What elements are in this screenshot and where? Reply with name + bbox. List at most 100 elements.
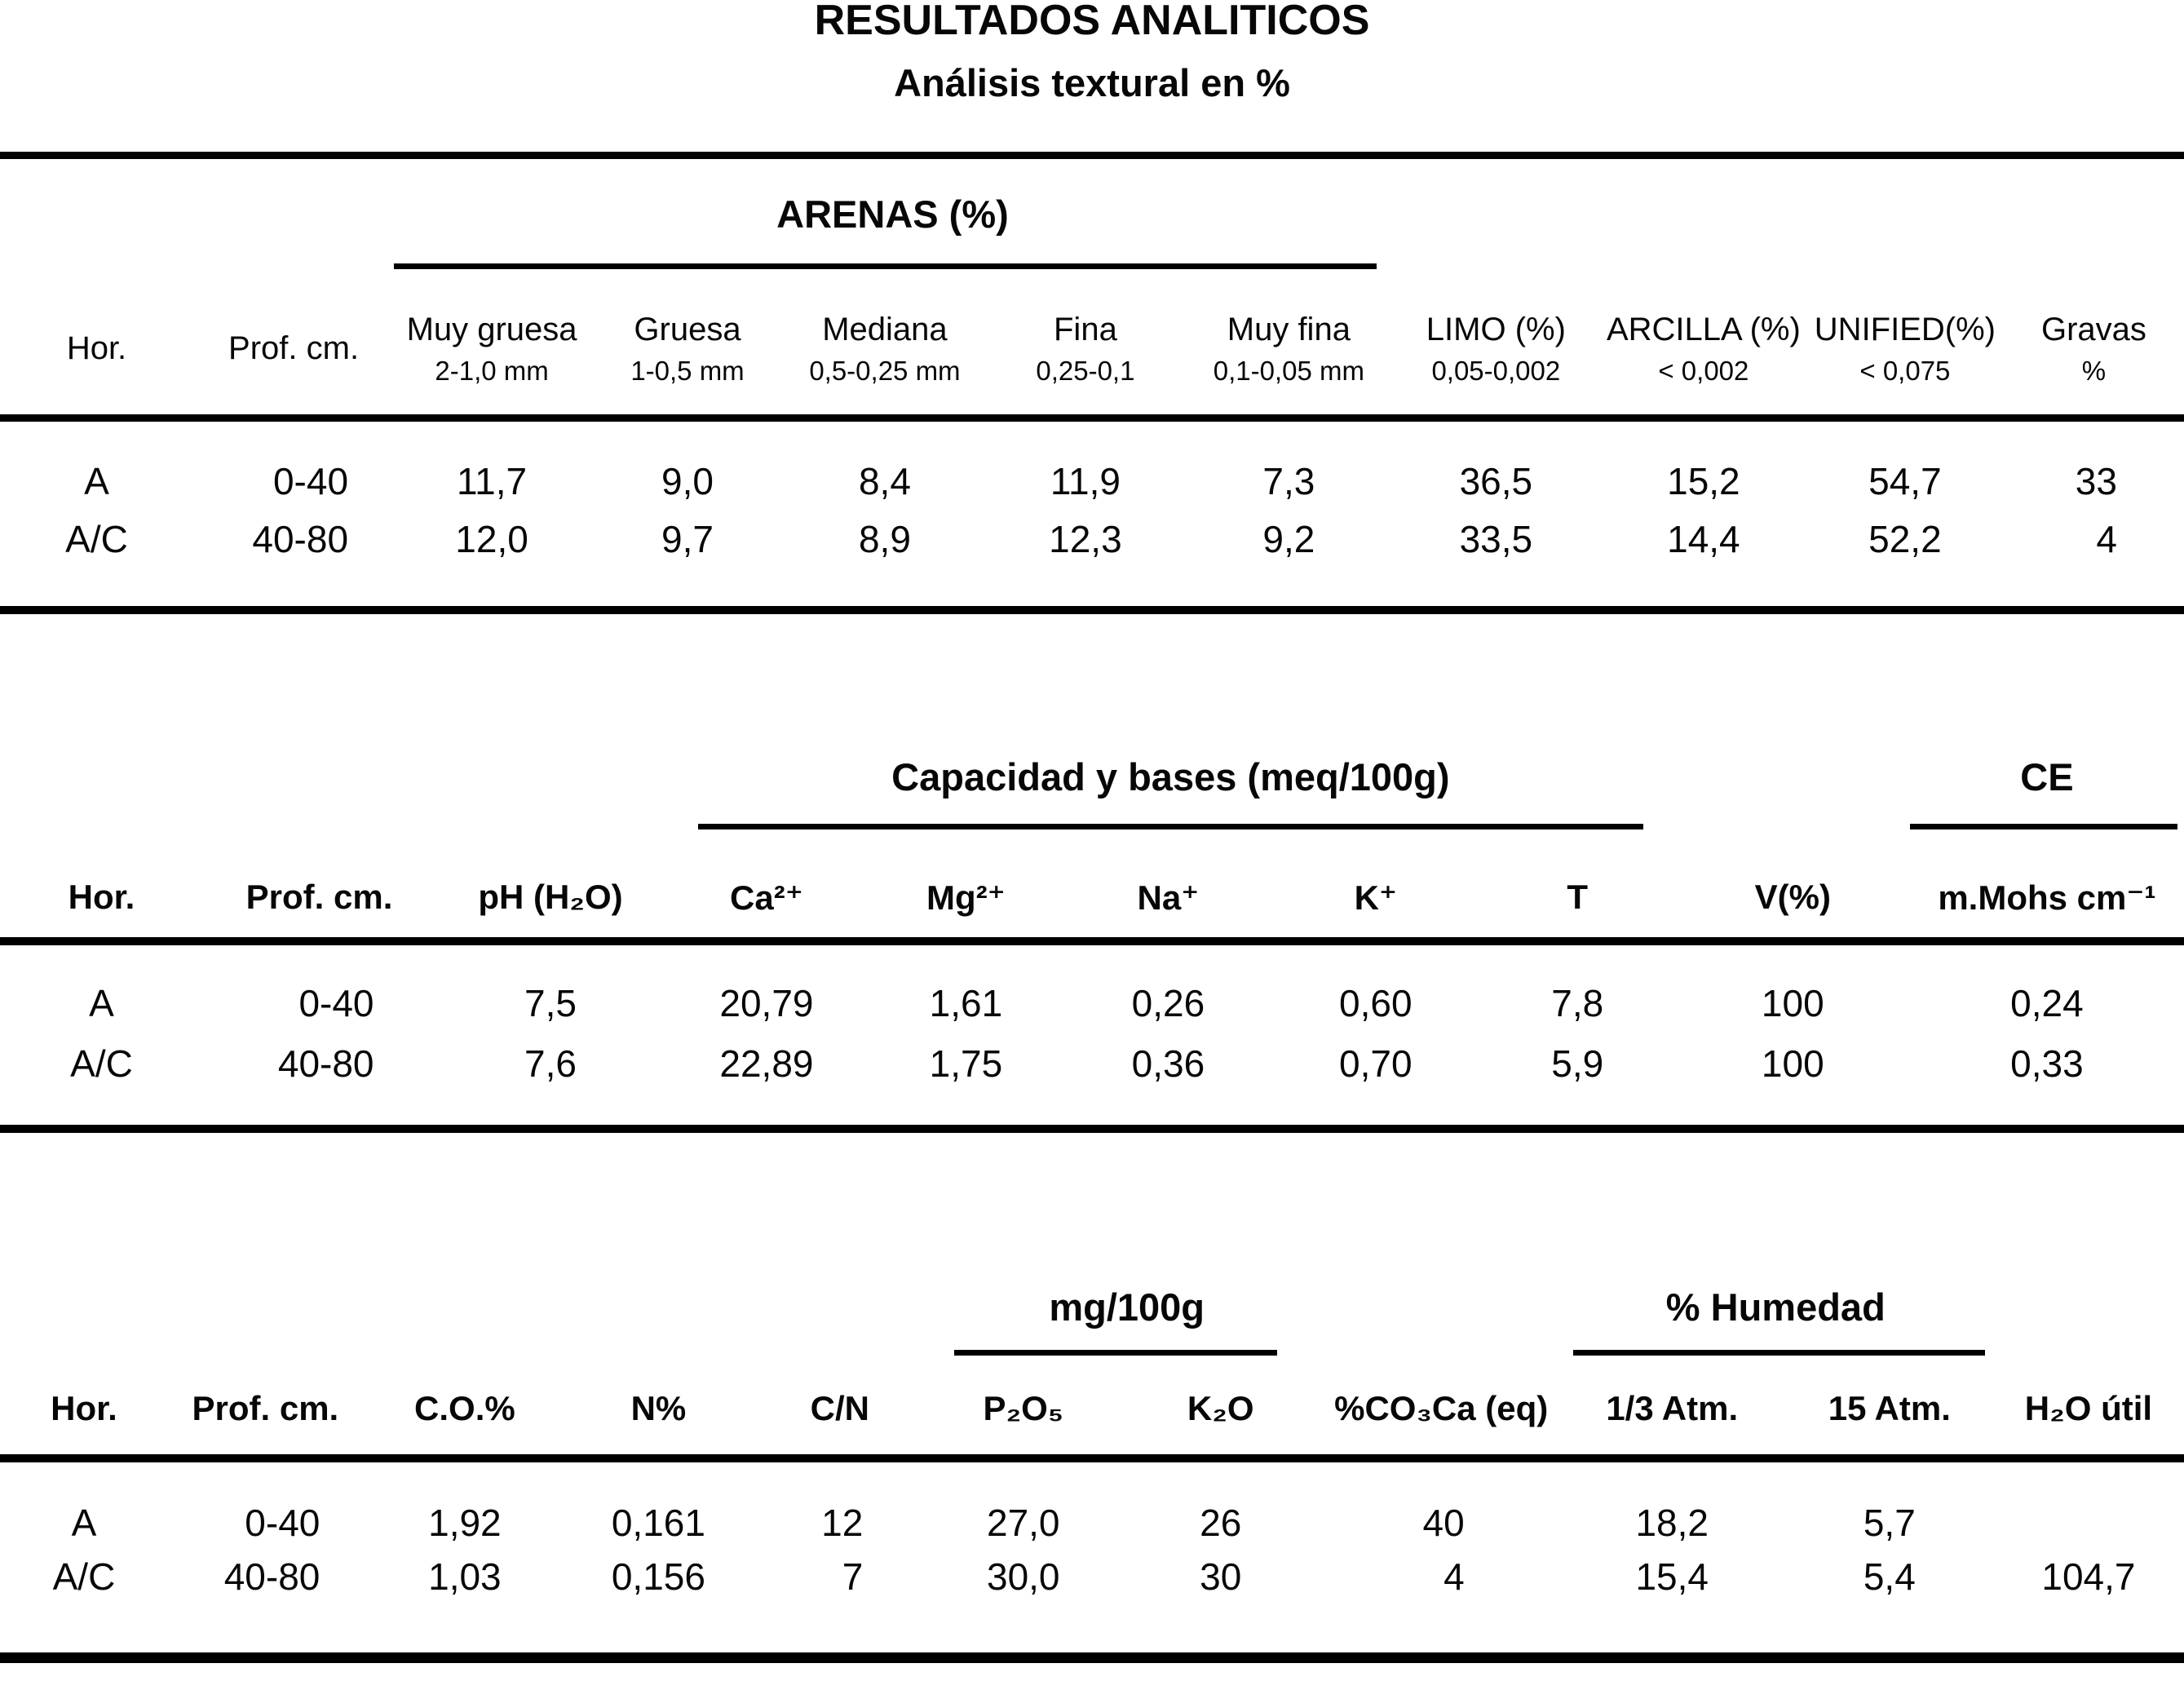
data-cell: 7,5 (524, 982, 577, 1024)
column-header-h2o-util: H₂O útil (2024, 1389, 2153, 1427)
data-cell: 15,4 (1635, 1555, 1709, 1598)
data-cell: 1,75 (929, 1042, 1003, 1085)
page-subtitle: Análisis textural en % (894, 61, 1290, 104)
column-header-ca: Ca²⁺ (730, 878, 803, 917)
organic-matter-moisture-table: mg/100g % Humedad Hor. Prof. cm. C.O.% N… (0, 1264, 2184, 1604)
table-row: A 0-40 11,7 9,0 8,4 11,9 7,3 36,5 15,2 5… (0, 452, 2184, 510)
data-cell: 40-80 (223, 1555, 321, 1598)
data-cell: 1,03 (428, 1555, 502, 1598)
data-cell: 40-80 (277, 1042, 374, 1085)
column-header-15atm: 15 Atm. (1828, 1389, 1951, 1427)
column-header-cn: C/N (810, 1389, 869, 1427)
data-cell: 33,5 (1459, 517, 1533, 560)
data-cell: 9,2 (1262, 517, 1315, 560)
column-header-prof: Prof. cm. (192, 1389, 339, 1427)
data-cell: 40 (1422, 1502, 1465, 1544)
row-label: A/C (70, 1042, 133, 1085)
data-cell: 0,26 (1131, 982, 1205, 1024)
data-cell: 22,89 (719, 1042, 814, 1085)
data-cell: 7,6 (524, 1042, 577, 1085)
data-cell: 4 (1443, 1555, 1465, 1598)
data-cell (1993, 1496, 2184, 1550)
column-header-co3ca: %CO₃Ca (eq) (1334, 1389, 1549, 1427)
column-header-p2o5: P₂O₅ (983, 1389, 1064, 1427)
data-cell: 100 (1761, 1042, 1824, 1085)
row-label: A (89, 982, 114, 1024)
data-cell: 104,7 (2041, 1555, 2136, 1598)
column-header-muy-gruesa: Muy gruesa 2-1,0 mm (406, 311, 577, 386)
table-row: A 0-40 1,92 0,161 12 27,0 26 40 18,2 5,7 (0, 1496, 2184, 1550)
column-header-hor: Hor. (51, 1389, 117, 1427)
data-cell: 0-40 (245, 1502, 321, 1544)
group-underline-mg100g (953, 1350, 1277, 1356)
data-cell: 11,9 (1050, 459, 1121, 502)
data-cell: 5,7 (1863, 1502, 1916, 1544)
column-header-na: Na⁺ (1137, 878, 1200, 917)
page-title: RESULTADOS ANALITICOS (814, 0, 1370, 44)
column-header-prof: Prof. cm. (245, 878, 393, 916)
data-cell: 1,92 (428, 1502, 502, 1544)
row-label: A (84, 459, 109, 502)
horizontal-rule-table3-header-bottom (0, 1454, 2184, 1462)
data-cell: 36,5 (1459, 459, 1533, 502)
column-header-mediana: Mediana 0,5-0,25 mm (809, 311, 961, 386)
data-cell: 0,161 (611, 1502, 705, 1544)
column-header-gruesa: Gruesa 1-0,5 mm (630, 311, 745, 386)
data-cell: 14,4 (1667, 517, 1740, 560)
data-cell: 27,0 (986, 1502, 1060, 1544)
group-header-arenas: ARENAS (%) (776, 192, 1009, 236)
data-cell: 26 (1200, 1502, 1242, 1544)
column-header-t: T (1567, 878, 1589, 916)
table-row: ARENAS (%) (0, 171, 2184, 269)
data-cell: 1,61 (929, 982, 1003, 1024)
spacer-row (0, 416, 2184, 452)
horizontal-rule-table1-header-bottom (0, 414, 2184, 422)
table-row: A/C 40-80 1,03 0,156 7 30,0 30 4 15,4 5,… (0, 1550, 2184, 1604)
table-row: A/C 40-80 7,6 22,89 1,75 0,36 0,70 5,9 1… (0, 1033, 2184, 1094)
data-cell: 9,7 (661, 517, 714, 560)
group-header-capacidad: Capacidad y bases (meq/100g) (891, 755, 1450, 798)
column-header-muy-fina: Muy fina 0,1-0,05 mm (1213, 311, 1364, 386)
table-row: mg/100g % Humedad (0, 1264, 2184, 1356)
data-cell: 0-40 (272, 459, 349, 502)
horizontal-rule-table2-header-bottom (0, 937, 2184, 945)
column-header-gravas: Gravas% (2041, 311, 2146, 386)
row-label: A (71, 1502, 97, 1544)
table-row: A/C 40-80 12,0 9,7 8,9 12,3 9,2 33,5 14,… (0, 510, 2184, 568)
data-cell: 0-40 (298, 982, 374, 1024)
spacer-row (0, 1462, 2184, 1496)
horizontal-rule-under-title (0, 152, 2184, 159)
column-header-n: N% (630, 1389, 687, 1427)
horizontal-rule-table1-bottom (0, 606, 2184, 614)
group-underline-ce (1909, 824, 2177, 829)
data-cell: 0,156 (611, 1555, 705, 1598)
column-header-prof: Prof. cm. (228, 330, 360, 366)
data-cell: 0,36 (1131, 1042, 1205, 1085)
horizontal-rule-table3-bottom (0, 1652, 2184, 1663)
textural-analysis-table: ARENAS (%) Hor. Prof. cm. Muy gruesa 2-1,… (0, 171, 2184, 568)
cation-exchange-table: Capacidad y bases (meq/100g) CE Hor. Pro… (0, 734, 2184, 1094)
table-row: Capacidad y bases (meq/100g) CE (0, 734, 2184, 829)
column-header-hor: Hor. (66, 330, 127, 366)
column-header-k2o: K₂O (1187, 1389, 1254, 1427)
data-cell: 11,7 (457, 459, 528, 502)
table-header-row: Hor. Prof. cm. Muy gruesa 2-1,0 mm Gruesa… (0, 269, 2184, 416)
group-header-humedad: % Humedad (1665, 1285, 1886, 1329)
data-cell: 18,2 (1635, 1502, 1709, 1544)
column-header-limo: LIMO (%) 0,05-0,002 (1426, 311, 1566, 386)
data-cell: 0,60 (1339, 982, 1413, 1024)
column-header-v: V(%) (1754, 878, 1831, 916)
data-cell: 52,2 (1868, 517, 1942, 560)
column-header-fina: Fina 0,25-0,1 (1036, 311, 1135, 386)
column-header-k: K⁺ (1354, 878, 1398, 917)
data-cell: 5,9 (1551, 1042, 1604, 1085)
row-label: A/C (52, 1555, 116, 1598)
data-cell: 30,0 (986, 1555, 1060, 1598)
data-cell: 7 (842, 1555, 864, 1598)
data-cell: 5,4 (1863, 1555, 1916, 1598)
data-cell: 12 (821, 1502, 864, 1544)
data-cell: 40-80 (252, 517, 349, 560)
data-cell: 7,8 (1551, 982, 1604, 1024)
column-header-hor: Hor. (68, 878, 135, 916)
